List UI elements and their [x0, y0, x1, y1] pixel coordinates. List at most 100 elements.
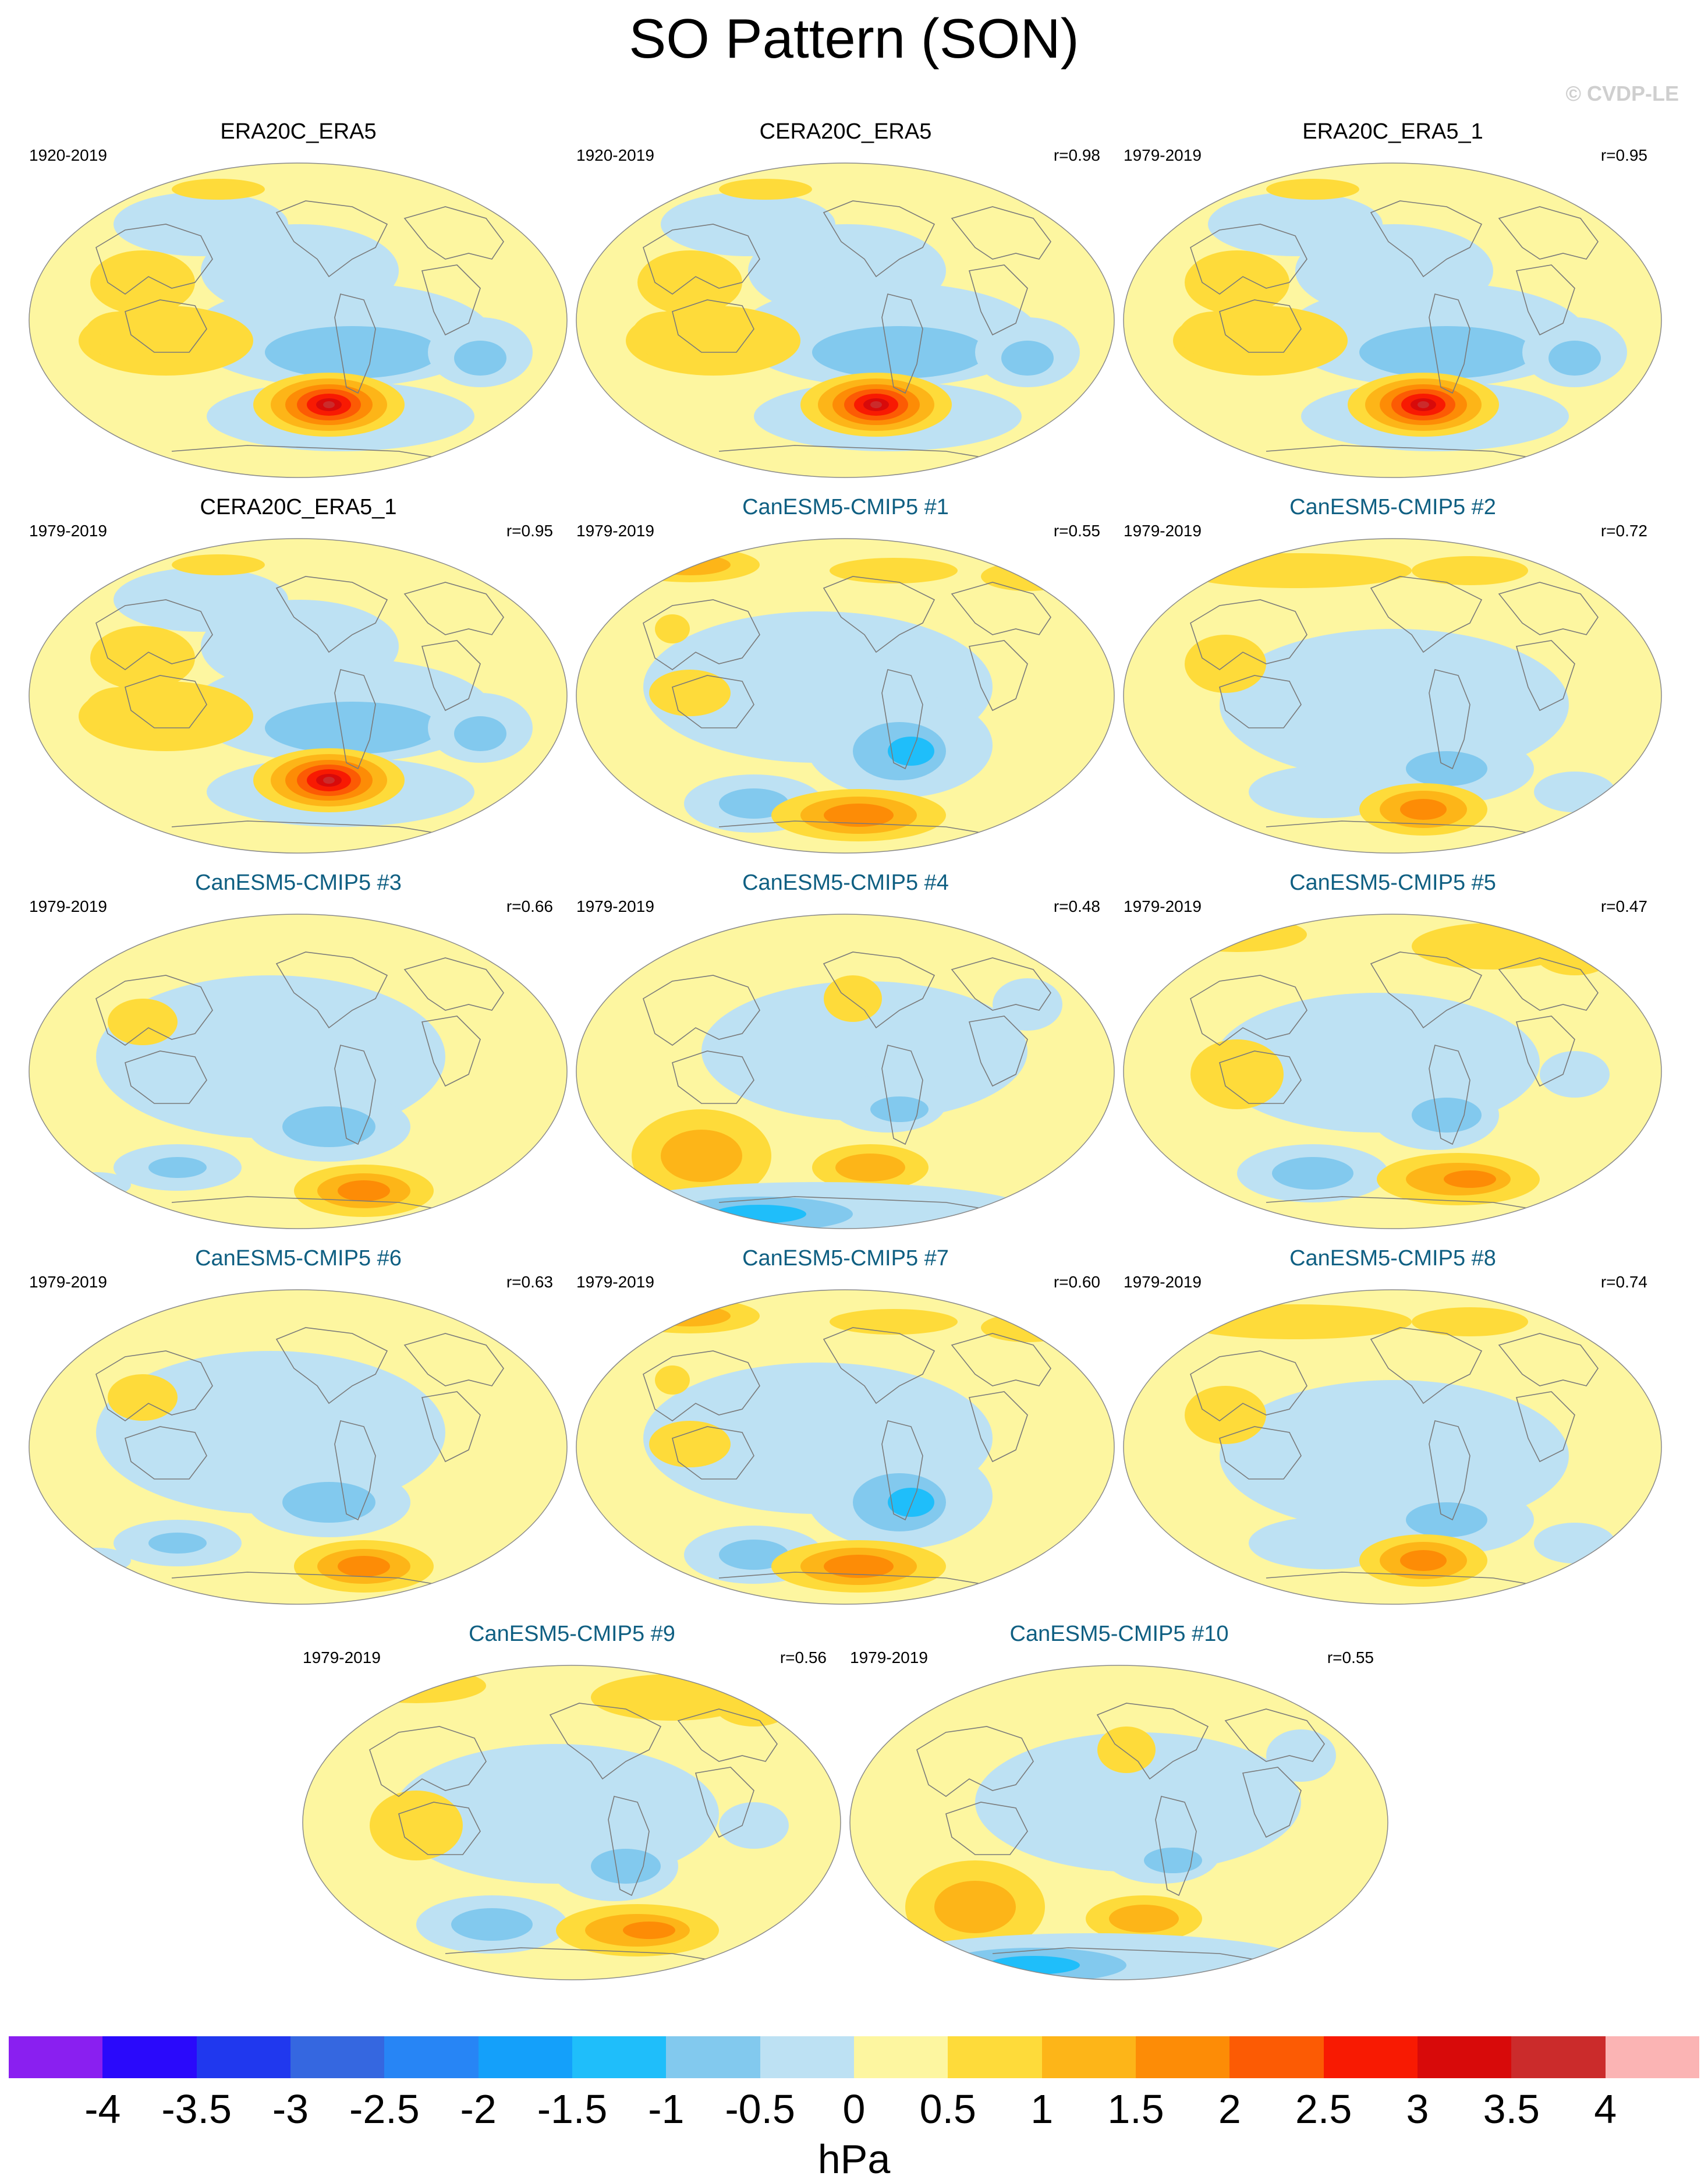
contour-region [148, 1157, 207, 1178]
colorbar-cell [760, 2036, 855, 2078]
panel-title: CERA20C_ERA5_1 [200, 495, 397, 519]
contour-region [282, 1482, 375, 1523]
map-panel: CanESM5-CMIP5 #3 1979-2019 r=0.66 [26, 871, 570, 1232]
contour-region [108, 999, 178, 1045]
contour-region [719, 179, 812, 200]
contour-region [1412, 556, 1528, 585]
colorbar-tick-label: -1 [648, 2086, 685, 2132]
contour-region [148, 1533, 207, 1554]
contour-region [1548, 341, 1601, 376]
coastline [945, 1802, 1028, 1855]
panel-years: 1920-2019 [29, 146, 107, 164]
contour-region [824, 975, 882, 1022]
coastline [334, 1045, 376, 1145]
coastline [1219, 299, 1302, 353]
panel-correlation: r=0.55 [1053, 522, 1100, 540]
colorbar-cell [478, 2036, 573, 2078]
coastline [1370, 576, 1483, 653]
panel-correlation: r=0.66 [506, 897, 553, 915]
coastline [1429, 1420, 1470, 1521]
panel-title: CanESM5-CMIP5 #2 [1289, 495, 1496, 519]
contour-region [338, 1180, 390, 1201]
colorbar-cell [854, 2036, 948, 2078]
contour-region [981, 562, 1074, 591]
contour-region [61, 1548, 131, 1573]
colorbar-cell [1511, 2036, 1606, 2078]
panel-years: 1979-2019 [576, 522, 654, 540]
coastline [1219, 1050, 1302, 1104]
colorbar-cell [948, 2036, 1043, 2078]
contour-region [1444, 1170, 1496, 1188]
coastline [1224, 1708, 1325, 1762]
coastline [1498, 582, 1599, 635]
coastline [1242, 1767, 1302, 1838]
map-globe [576, 914, 1115, 1229]
contour-region [1534, 929, 1615, 975]
map-panel: CERA20C_ERA5_1 1979-2019 r=0.95 [26, 495, 570, 856]
coastline [1155, 1796, 1197, 1897]
coastline [951, 206, 1051, 260]
coastline [881, 293, 923, 394]
contour-region [934, 1881, 1016, 1933]
coastline [881, 1045, 923, 1145]
globe-outline [1123, 1289, 1662, 1605]
panel-correlation: r=0.74 [1600, 1273, 1647, 1291]
coastline [608, 1796, 650, 1897]
panel-correlation: r=0.98 [1053, 146, 1100, 164]
panel-title: CanESM5-CMIP5 #1 [742, 495, 949, 519]
map-panel: ERA20C_ERA5_1 1979-2019 r=0.95 [1121, 119, 1665, 480]
colorbar-cell [9, 2036, 103, 2078]
panel-title: CanESM5-CMIP5 #10 [1009, 1622, 1229, 1646]
contour-region [1406, 1502, 1487, 1537]
contour-region [637, 250, 742, 314]
coastline [334, 669, 376, 770]
globe-outline [1123, 162, 1662, 478]
coastline [643, 599, 760, 670]
map-panel: CanESM5-CMIP5 #4 1979-2019 r=0.48 [573, 871, 1118, 1232]
contour-region [830, 558, 958, 583]
map-globe [29, 538, 568, 854]
coastline [171, 445, 434, 458]
coastline [823, 951, 935, 1029]
contour-region [451, 1908, 533, 1941]
coastline [1429, 669, 1470, 770]
contour-region [1412, 1307, 1528, 1336]
coastline [823, 576, 935, 653]
contour-region [591, 1849, 661, 1884]
colorbar-units: hPa [817, 2136, 891, 2182]
colorbar-cell [666, 2036, 761, 2078]
colorbar-tick-label: -3.5 [161, 2086, 232, 2132]
coastline [1190, 1350, 1307, 1421]
globe-outline [29, 1289, 568, 1605]
globe-outline [29, 162, 568, 478]
globe-outline [576, 538, 1115, 854]
contour-region [1540, 1051, 1610, 1098]
panel-years: 1979-2019 [29, 1273, 107, 1291]
coastline [275, 200, 388, 278]
contour-region [993, 978, 1062, 1031]
contour-region [824, 1555, 894, 1578]
page-title: SO Pattern (SON) [629, 8, 1079, 70]
contour-region [108, 1374, 178, 1421]
panel-title: CanESM5-CMIP5 #3 [195, 871, 402, 895]
coastline [643, 975, 760, 1046]
panel-years: 1979-2019 [1124, 897, 1202, 915]
coastline [95, 599, 213, 670]
contour-region [1109, 1905, 1179, 1933]
contour-region [90, 626, 195, 690]
coastline [171, 820, 434, 833]
colorbar-cell [196, 2036, 291, 2078]
contour-region [172, 179, 265, 200]
coastline [171, 1196, 434, 1209]
contour-region [265, 702, 440, 754]
colorbar-cell [1229, 2036, 1324, 2078]
panel-correlation: r=0.95 [506, 522, 553, 540]
panel-years: 1979-2019 [1124, 522, 1202, 540]
map-panel: CERA20C_ERA5 1920-2019 r=0.98 [573, 119, 1118, 480]
coastline [1370, 1327, 1483, 1404]
contour-region [719, 1540, 789, 1570]
coastline [1219, 675, 1302, 728]
coastline [95, 1350, 213, 1421]
coastline [672, 299, 754, 353]
panel-years: 1979-2019 [576, 897, 654, 915]
